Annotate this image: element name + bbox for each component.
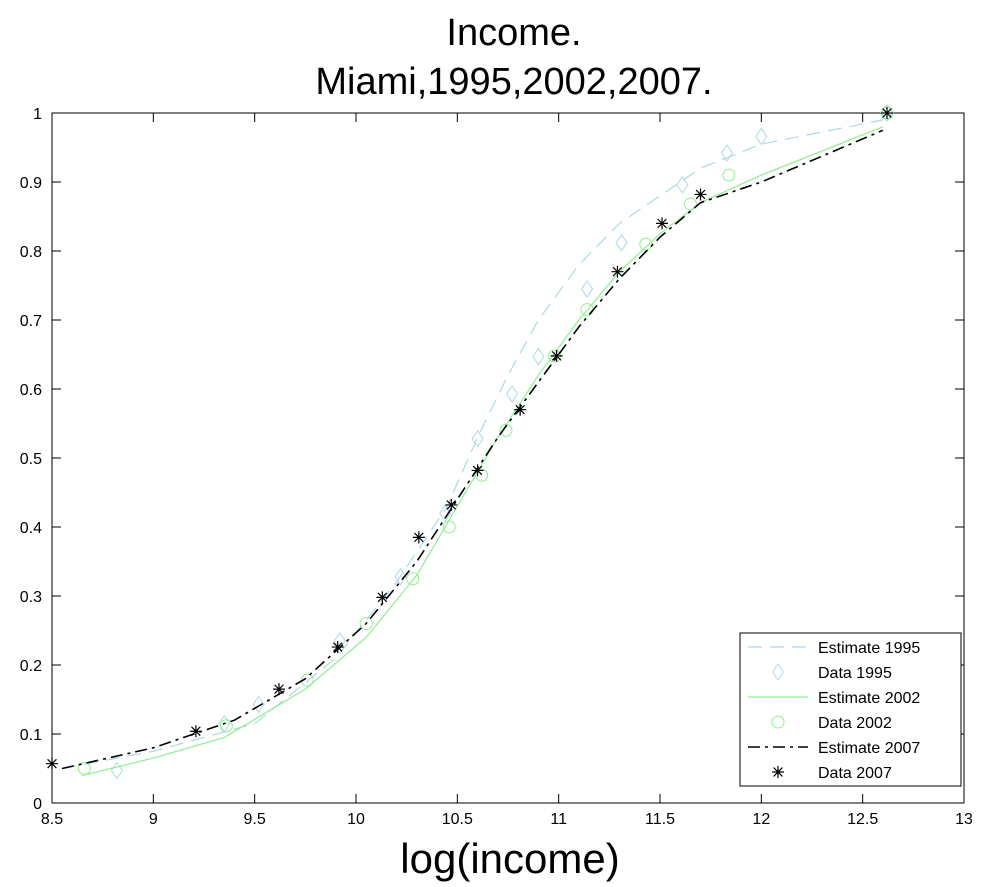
- legend-swatch-data-2007: [772, 766, 784, 778]
- data-point-data-2002: [77, 762, 91, 775]
- data-point-data-2007: [694, 188, 707, 201]
- y-tick-label: 0.7: [20, 313, 42, 330]
- y-tick-label: 0.3: [20, 589, 42, 606]
- data-point-data-2007: [189, 725, 202, 738]
- data-point-data-2002: [722, 168, 736, 182]
- x-tick-label: 11: [550, 811, 567, 828]
- data-point-data-2007: [412, 531, 425, 544]
- data-point-data-2002: [219, 719, 233, 733]
- x-tick-label: 9: [149, 811, 158, 828]
- data-point-data-2002: [442, 520, 456, 534]
- data-point-data-2007: [514, 403, 527, 416]
- data-point-data-2007: [272, 683, 285, 696]
- data-point-data-2007: [656, 217, 669, 230]
- x-axis-label: log(income): [400, 835, 619, 882]
- x-tick-label: 12: [752, 811, 770, 828]
- x-tick-label: 9.5: [244, 811, 266, 828]
- legend-label-estimate-1995: Estimate 1995: [818, 640, 920, 657]
- data-point-data-1995: [880, 104, 894, 122]
- x-tick-label: 10.5: [442, 811, 473, 828]
- legend-label-data-1995: Data 1995: [818, 665, 892, 682]
- data-point-data-2007: [471, 464, 484, 477]
- series-line-estimate-2002: [82, 126, 884, 776]
- legend-label-estimate-2002: Estimate 2002: [818, 690, 920, 707]
- data-point-data-2002: [359, 617, 373, 631]
- chart-title-line-1: Income.: [446, 12, 581, 54]
- data-point-data-2007: [611, 265, 624, 278]
- y-tick-label: 1: [33, 106, 42, 123]
- legend-swatch-data-2002: [771, 715, 785, 729]
- data-point-data-1995: [720, 144, 733, 162]
- data-point-data-2002: [406, 572, 420, 586]
- x-tick-label: 12.5: [847, 811, 878, 828]
- data-point-data-2007: [880, 107, 893, 119]
- y-tick-label: 0.1: [20, 727, 42, 744]
- y-tick-label: 0: [33, 796, 42, 813]
- data-point-data-2002: [639, 237, 653, 251]
- legend-label-data-2002: Data 2002: [818, 715, 892, 732]
- data-point-data-1995: [439, 504, 452, 523]
- legend: Estimate 1995 Data 1995 Estimate 2002 Data …: [739, 632, 962, 787]
- x-tick-label: 11.5: [645, 811, 675, 828]
- y-tick-label: 0.9: [20, 175, 42, 192]
- data-point-data-2002: [683, 197, 697, 211]
- legend-label-estimate-2007: Estimate 2007: [818, 740, 920, 757]
- y-tick-label: 0.8: [20, 244, 42, 261]
- x-tick-label: 8.5: [41, 811, 63, 828]
- chart-title-line-2: Miami,1995,2002,2007.: [315, 61, 712, 103]
- data-point-data-2007: [445, 498, 458, 511]
- data-point-data-2007: [331, 641, 344, 654]
- data-point-data-1995: [755, 127, 768, 146]
- data-point-data-2002: [475, 468, 489, 482]
- y-tick-label: 0.4: [20, 520, 42, 537]
- data-point-data-1995: [471, 429, 484, 448]
- data-point-data-1995: [110, 761, 123, 780]
- y-tick-label: 0.2: [20, 658, 42, 675]
- data-point-data-1995: [676, 175, 689, 194]
- data-point-data-1995: [394, 567, 407, 586]
- data-point-data-2007: [376, 591, 389, 604]
- plot-area: 8.5 9 9.5 10 10.5 11 11.5 12 12.5 1300.10.20.30.4…: [20, 104, 973, 828]
- data-point-data-1995: [505, 384, 519, 403]
- series-line-estimate-1995: [61, 119, 884, 770]
- y-tick-label: 0.6: [20, 382, 42, 399]
- series-line-estimate-2007: [61, 129, 884, 770]
- data-point-data-1995: [252, 695, 265, 714]
- y-tick-label: 0.5: [20, 451, 42, 468]
- data-point-data-1995: [580, 280, 594, 298]
- x-tick-label: 13: [955, 811, 973, 828]
- legend-label-data-2007: Data 2007: [818, 765, 892, 782]
- legend-swatch-data-1995: [771, 663, 785, 681]
- data-point-data-2007: [46, 757, 58, 770]
- legend-box: [739, 632, 962, 787]
- data-point-data-2002: [499, 423, 513, 437]
- data-point-data-1995: [532, 347, 545, 366]
- data-point-data-1995: [615, 233, 628, 252]
- data-point-data-2007: [550, 349, 563, 362]
- x-tick-label: 10: [347, 811, 365, 828]
